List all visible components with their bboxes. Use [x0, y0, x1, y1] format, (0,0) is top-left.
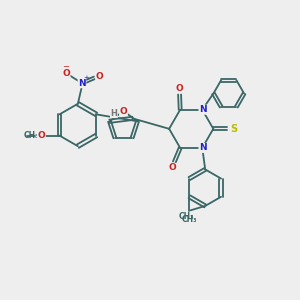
Text: CH₃: CH₃ — [24, 131, 39, 140]
Text: CH₃: CH₃ — [182, 215, 197, 224]
Text: H: H — [110, 109, 117, 118]
Text: +: + — [84, 75, 90, 81]
Text: O: O — [96, 72, 104, 81]
Text: O: O — [169, 164, 177, 172]
Text: N: N — [78, 79, 86, 88]
Text: O: O — [120, 106, 128, 116]
Text: O: O — [62, 69, 70, 78]
Text: N: N — [199, 105, 207, 114]
Text: O: O — [176, 84, 184, 93]
Text: N: N — [199, 143, 207, 152]
Text: −: − — [63, 62, 70, 71]
Text: CH₃: CH₃ — [178, 212, 194, 221]
Text: S: S — [230, 124, 238, 134]
Text: O: O — [38, 131, 45, 140]
